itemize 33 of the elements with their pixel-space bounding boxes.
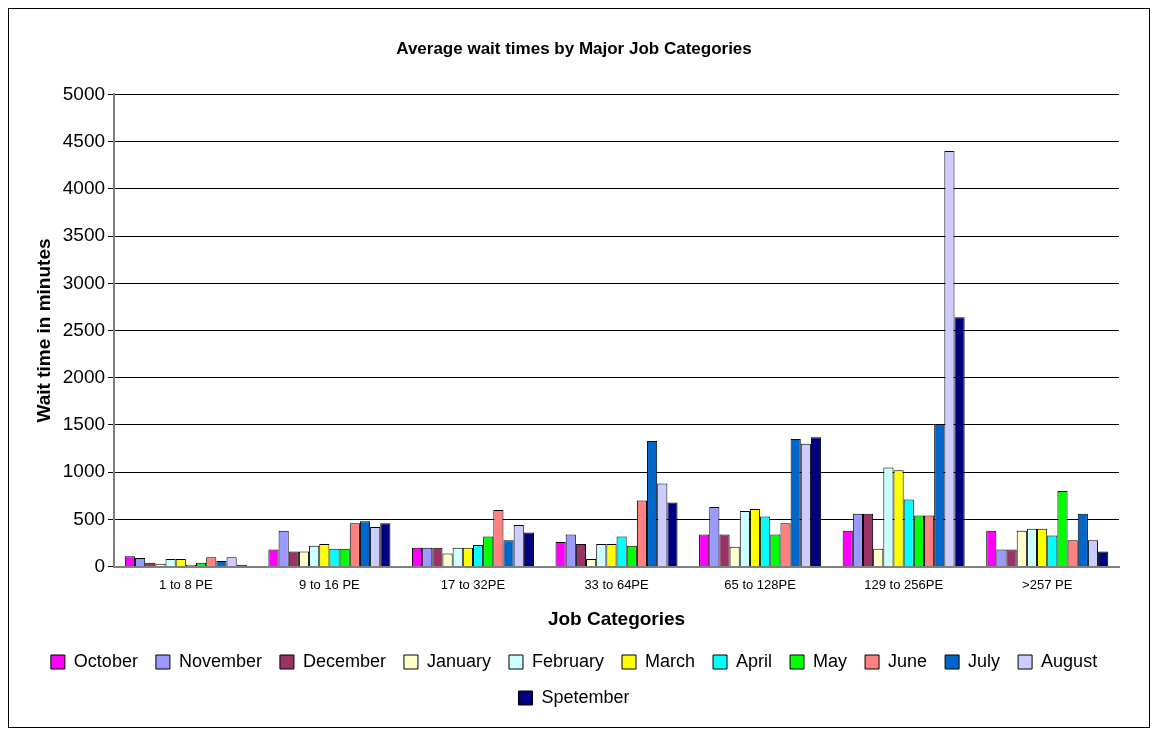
chart-title: Average wait times by Major Job Categories xyxy=(396,38,752,58)
legend-label: December xyxy=(302,650,386,671)
legend-label: April xyxy=(736,650,773,671)
legend-label: October xyxy=(73,650,138,671)
x-tick-label: 129 to 256PE xyxy=(864,576,944,592)
x-tick-label: >257 PE xyxy=(1022,576,1073,592)
x-tick-label: 65 to 128PE xyxy=(724,576,797,592)
y-tick-label: 2000 xyxy=(62,365,106,387)
y-tick-label: 5000 xyxy=(62,82,106,104)
legend-label: February xyxy=(532,650,605,671)
legend-label: August xyxy=(1041,650,1098,671)
y-tick-label: 2500 xyxy=(62,318,106,340)
x-tick-label: 1 to 8 PE xyxy=(159,576,213,592)
legend-label: November xyxy=(178,650,262,671)
legend-label: July xyxy=(968,650,1001,671)
legend-label: June xyxy=(888,650,928,671)
x-axis-title: Job Categories xyxy=(547,607,686,629)
y-tick-label: 1500 xyxy=(62,413,106,435)
y-axis-title: Wait time in minutes xyxy=(32,238,54,423)
y-tick-label: 3500 xyxy=(62,224,106,246)
y-tick-label: 4500 xyxy=(62,129,106,151)
y-tick-label: 3000 xyxy=(62,271,106,293)
y-tick-label: 4000 xyxy=(62,177,106,199)
x-tick-label: 9 to 16 PE xyxy=(299,576,361,592)
legend-label: Spetember xyxy=(541,686,630,707)
x-tick-label: 17 to 32PE xyxy=(440,576,506,592)
y-tick-label: 500 xyxy=(73,507,106,529)
legend-label: May xyxy=(813,650,848,671)
x-tick-label: 33 to 64PE xyxy=(584,576,650,592)
y-tick-label: 1000 xyxy=(62,460,106,482)
legend-label: March xyxy=(645,650,696,671)
y-tick-label: 0 xyxy=(94,554,106,576)
legend-label: January xyxy=(426,650,492,671)
